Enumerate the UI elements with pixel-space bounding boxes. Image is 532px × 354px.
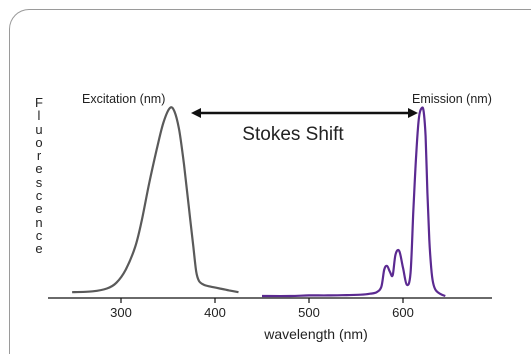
x-tick-label-600: 600 bbox=[392, 305, 414, 320]
y-axis-title-letter: c bbox=[35, 227, 43, 243]
y-axis-title-letter: u bbox=[35, 121, 43, 137]
x-tick-label-400: 400 bbox=[204, 305, 226, 320]
stokes-shift-label: Stokes Shift bbox=[242, 124, 344, 145]
y-axis-title-letter: o bbox=[35, 134, 43, 150]
excitation-label: Excitation (nm) bbox=[82, 92, 165, 106]
emission-series-line bbox=[261, 106, 446, 298]
y-axis-title-letter: e bbox=[35, 241, 43, 257]
x-axis-title: wavelength (nm) bbox=[263, 326, 368, 342]
y-axis-title-letter: r bbox=[36, 148, 42, 164]
y-axis-title-letter: e bbox=[35, 201, 43, 217]
series-layer bbox=[72, 106, 446, 298]
annotation-layer: Excitation (nm) Emission (nm) Stokes Shift bbox=[82, 92, 492, 145]
y-axis-title-letter: F bbox=[35, 95, 43, 110]
y-axis-title-letter: n bbox=[35, 214, 43, 230]
excitation-series-line bbox=[72, 106, 239, 294]
x-tick-label-500: 500 bbox=[298, 305, 320, 320]
y-axis-title-letter: c bbox=[35, 188, 43, 204]
y-axis-title-letter: e bbox=[35, 161, 43, 177]
x-tick-label-300: 300 bbox=[110, 305, 132, 320]
y-axis-title-letter: l bbox=[37, 108, 41, 124]
axes: 300 400 500 600 wavelength (nm) bbox=[48, 297, 492, 342]
y-axis-title-letter: s bbox=[35, 174, 43, 190]
emission-label: Emission (nm) bbox=[412, 92, 492, 106]
